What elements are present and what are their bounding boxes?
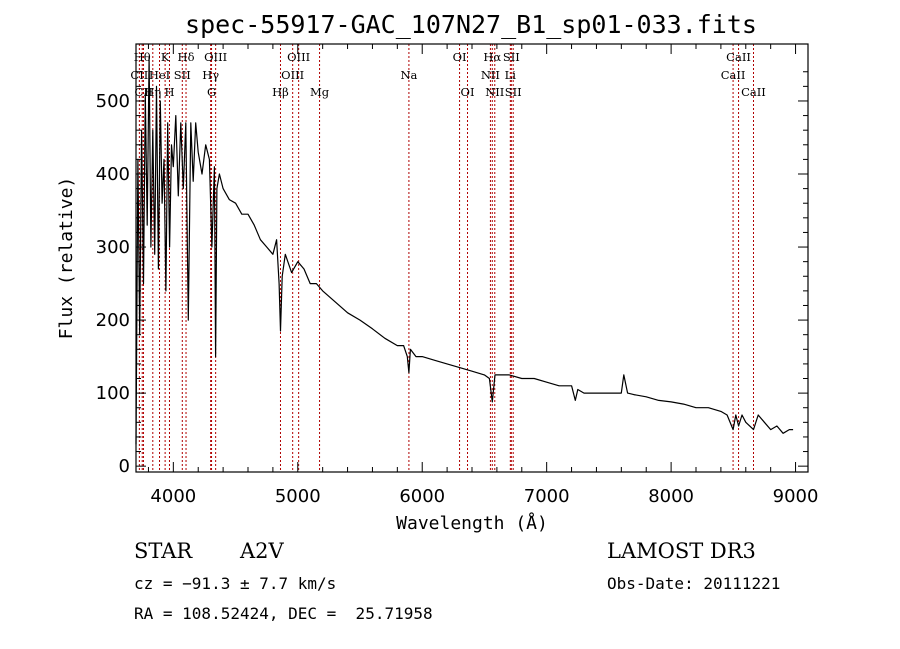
y-axis-label: Flux (relative) xyxy=(56,177,77,340)
spectral-line-label: Hθ xyxy=(134,50,151,64)
spectrum-series-line xyxy=(135,56,794,445)
coordinates-text: RA = 108.52424, DEC = 25.71958 xyxy=(134,604,433,623)
spectral-line-label: H xyxy=(164,85,174,99)
spectral-line-label: CII xyxy=(135,85,153,99)
spectral-line-label: HeI xyxy=(149,68,170,82)
spectral-line-label: Hη xyxy=(144,85,161,99)
spectral-line-label: Hα xyxy=(483,50,501,64)
y-tick-label: 300 xyxy=(96,237,130,258)
survey-name: LAMOST DR3 xyxy=(607,539,756,563)
spectral-line-label: CaII xyxy=(741,85,766,99)
spectral-line-label: SII xyxy=(174,68,191,82)
spectral-line-label: OIII xyxy=(287,50,310,64)
y-tick-label: 400 xyxy=(96,164,130,185)
spectral-line-label: Hδ xyxy=(178,50,195,64)
chart-title: spec-55917-GAC_107N27_B1_sp01-033.fits xyxy=(185,10,757,39)
y-tick-label: 200 xyxy=(96,310,130,331)
y-tick-label: 100 xyxy=(96,383,130,404)
spectral-line-label: NII xyxy=(481,68,500,82)
spectral-line-label: CII xyxy=(130,68,148,82)
spectral-line-label: G xyxy=(207,85,216,99)
spectral-line-label: CaII xyxy=(721,68,746,82)
x-tick-label: 4000 xyxy=(150,486,196,507)
spectral-line-label: OIII xyxy=(281,68,304,82)
spectral-line-label: SII xyxy=(503,50,520,64)
spectral-line-label: SII xyxy=(505,85,522,99)
spectral-line-label: K xyxy=(161,50,170,64)
redshift-text: cz = −91.3 ± 7.7 km/s xyxy=(134,574,337,593)
y-tick-label: 0 xyxy=(119,456,130,477)
y-tick-label: 500 xyxy=(96,91,130,112)
y-axis-ticks: 0 100 200 300 400 500 xyxy=(96,71,808,477)
spectral-line-labels: CIIHθCIIHηHeIKHSIIHδHγGOIIIHβOIIIOIIIMgN… xyxy=(130,50,765,99)
spectral-line-label: OIII xyxy=(204,50,227,64)
spectral-line-label: OI xyxy=(461,85,475,99)
spectral-line-label: NII xyxy=(485,85,504,99)
spectral-line-label: OI xyxy=(453,50,467,64)
spectral-line-label: CaII xyxy=(726,50,751,64)
object-subclass: A2V xyxy=(240,539,284,563)
x-tick-label: 6000 xyxy=(399,486,445,507)
spectral-line-markers xyxy=(138,44,754,472)
observation-date: Obs-Date: 20111221 xyxy=(607,574,781,593)
spectral-line-label: Hβ xyxy=(272,85,289,99)
spectral-line-label: Mg xyxy=(310,85,330,99)
x-axis-label: Wavelength (Å) xyxy=(396,512,548,534)
spectral-line-label: Na xyxy=(400,68,417,82)
x-tick-label: 7000 xyxy=(524,486,570,507)
spectral-line-label: Li xyxy=(505,68,517,82)
spectral-line-label: Hγ xyxy=(202,68,219,82)
x-tick-label: 5000 xyxy=(275,486,321,507)
x-tick-label: 9000 xyxy=(773,486,819,507)
x-axis-ticks: 4000 5000 6000 7000 8000 9000 xyxy=(147,44,819,507)
x-tick-label: 8000 xyxy=(648,486,694,507)
object-class: STAR xyxy=(134,539,193,563)
